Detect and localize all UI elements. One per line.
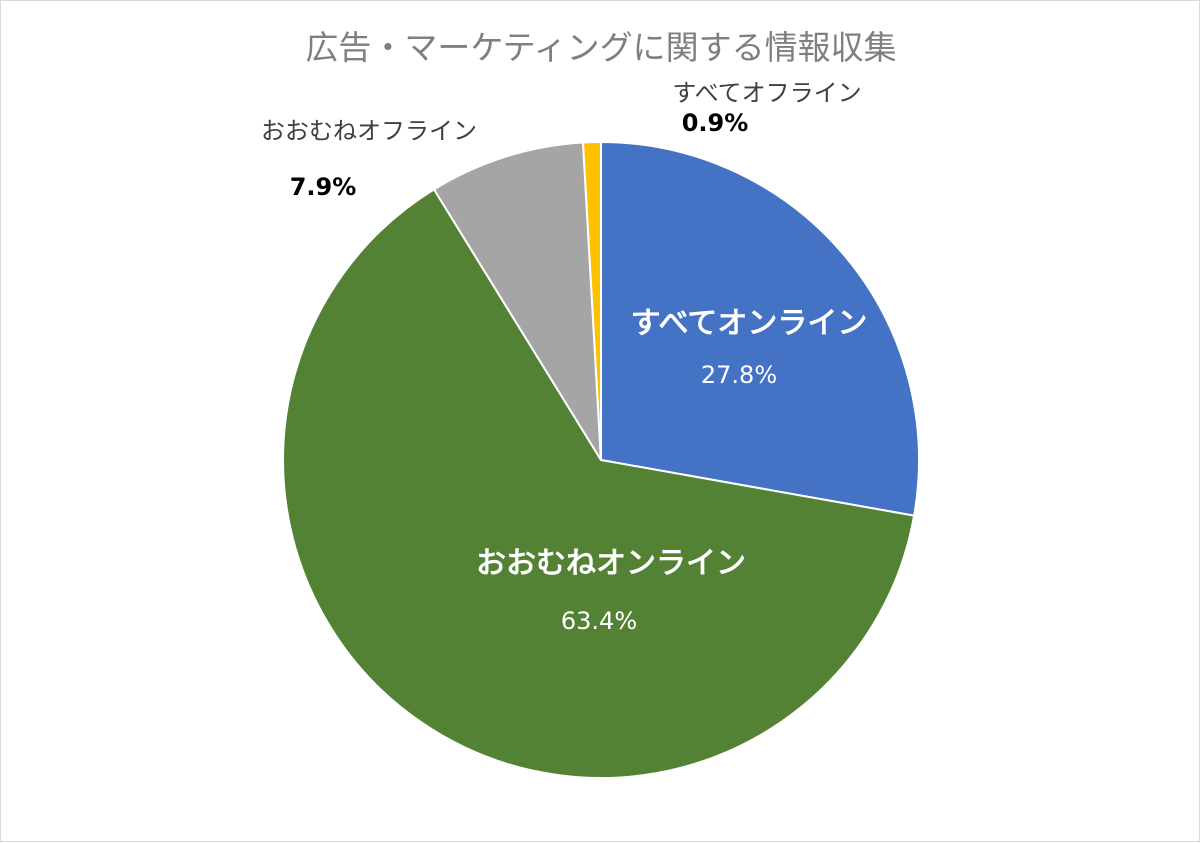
slice-value-all-offline: 0.9% [682, 109, 749, 137]
pie-slices [281, 140, 920, 779]
slice-label-all-offline: すべてオフライン [672, 79, 861, 107]
slice-mostly-online [281, 188, 916, 779]
slice-value-all-online: 27.8% [701, 361, 777, 389]
slice-value-mostly-online: 63.4% [561, 607, 637, 635]
slice-mostly-offline [432, 141, 602, 461]
chart-title: 広告・マーケティングに関する情報収集 [305, 28, 896, 67]
slice-value-mostly-offline: 7.9% [290, 173, 357, 201]
slice-label-all-online: すべてオンライン [631, 306, 868, 341]
slice-label-mostly-online: おおむねオンライン [476, 546, 746, 581]
slice-all-online [600, 140, 920, 517]
slice-label-mostly-offline: おおむねオフライン [261, 117, 477, 145]
slice-all-offline [581, 140, 602, 461]
